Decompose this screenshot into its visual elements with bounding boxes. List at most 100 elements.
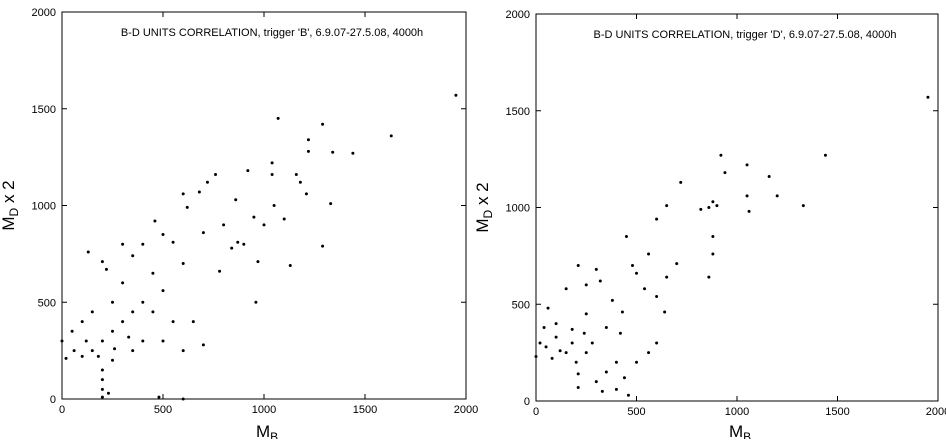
y-tick-label: 0 [50,394,56,406]
point [282,217,286,221]
point [715,204,719,208]
point [570,341,574,345]
point [230,246,234,250]
point [161,233,165,237]
y-tick-label: 500 [512,299,530,311]
point [647,351,651,355]
point [252,215,256,219]
x-tick-label: 0 [59,404,65,416]
point [663,310,667,314]
point [775,194,779,198]
point [306,138,310,142]
label-main: M [256,422,270,439]
point [321,122,325,126]
point [600,389,604,393]
point [823,153,827,157]
point [272,204,276,207]
point [214,173,218,177]
point [643,287,647,291]
point [185,205,189,209]
point [665,204,669,208]
point [111,300,114,304]
point [86,250,90,254]
chart-panel: 0 500 1000 1500 2000 0 500 1000 1500 2000 B-D UNIT… [473,9,946,444]
point [614,387,618,391]
y-axis-label: MD x 2 [473,182,495,232]
point [254,300,258,304]
point [564,287,568,291]
label-sub: B [270,430,278,439]
point [90,310,94,314]
y-tick-label: 2000 [32,7,56,19]
point [622,376,626,380]
point [294,173,298,177]
y-tick-label: 1000 [506,203,530,215]
plot-frame [535,13,939,402]
point [584,283,588,287]
point [767,175,771,179]
point [80,354,84,358]
point [72,349,76,353]
point [679,180,683,184]
point [131,349,135,353]
point [171,320,175,324]
point [100,387,104,391]
point [106,391,110,395]
point [542,325,546,329]
point [131,310,135,314]
point [620,310,624,314]
point [181,397,185,401]
point [655,217,659,221]
point [675,262,679,266]
point [121,281,125,285]
point [288,263,292,267]
point [60,339,64,343]
point [157,395,161,399]
plot-frame [61,11,467,400]
label-main: M [0,216,18,230]
point [256,260,260,264]
point [90,349,94,353]
point [171,240,175,244]
point [100,260,104,264]
point [745,194,749,198]
x-tick-label: 1500 [353,404,377,416]
point [84,339,88,343]
point [614,360,618,364]
point [80,320,84,324]
x-tick-label: 1500 [825,406,849,418]
point [331,150,335,154]
label-main: M [473,218,492,232]
point [121,320,125,324]
point [582,331,586,335]
point [234,198,238,202]
point [201,231,205,235]
point [584,351,588,355]
point [121,242,125,246]
point [111,329,114,333]
y-tick-label: 500 [38,297,56,309]
point [329,202,333,206]
point [590,341,594,345]
x-tick-label: 500 [627,406,645,418]
point [197,190,201,194]
point [181,192,185,196]
point [546,306,550,310]
point [141,242,145,246]
point [564,351,568,355]
point [576,372,580,376]
chart-title: B-D UNITS CORRELATION, trigger 'B', 6.9.… [121,27,423,39]
point [926,95,930,99]
x-tick-label: 500 [154,404,172,416]
point [647,252,651,256]
point [618,331,622,335]
y-tick-label: 1000 [32,201,56,213]
point [574,360,578,364]
chart-title: B-D UNITS CORRELATION, trigger 'D', 6.9.… [594,29,897,41]
x-axis-label: MB [256,422,278,439]
point [635,271,638,275]
point [594,267,598,271]
point [626,393,630,397]
point [181,262,185,266]
